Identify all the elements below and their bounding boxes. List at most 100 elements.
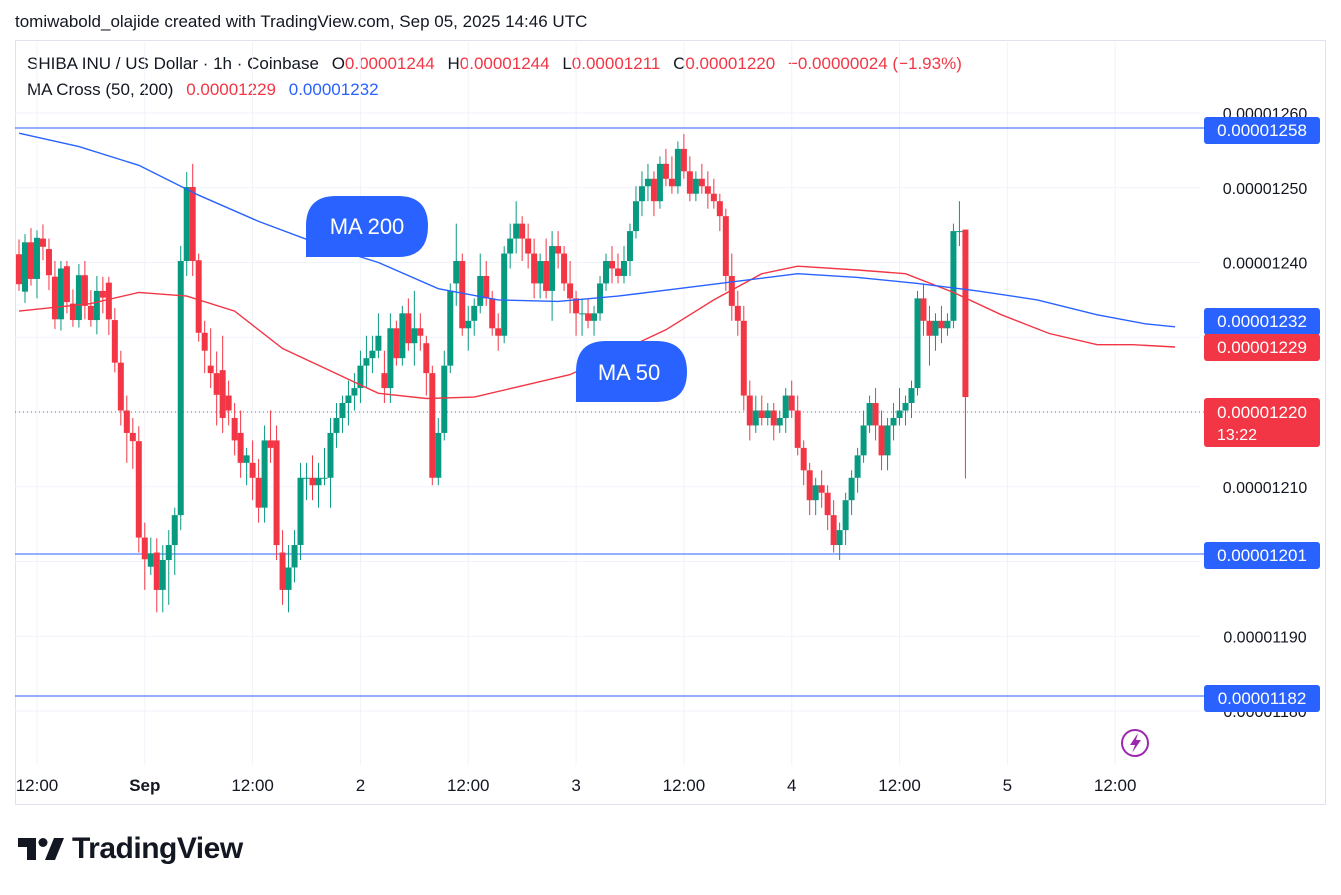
candle-body: [357, 365, 364, 389]
candle-body: [788, 395, 795, 411]
candle-body: [63, 266, 70, 303]
candle-body: [363, 358, 370, 366]
candle-body: [69, 303, 76, 321]
candle-body: [33, 237, 40, 279]
candle-body: [75, 275, 82, 321]
candle-body: [369, 350, 376, 359]
symbol-name[interactable]: SHIBA INU / US Dollar · 1h · Coinbase: [27, 54, 319, 73]
ma200-callout-bubble: [306, 196, 428, 257]
candle-body: [561, 253, 568, 284]
candle-body: [93, 290, 100, 321]
candle-body: [860, 425, 867, 456]
candle-body: [944, 320, 951, 329]
candle-body: [549, 246, 556, 291]
candle-body: [165, 545, 172, 561]
candle-body: [764, 410, 771, 418]
x-tick-label: Sep: [129, 776, 160, 795]
candle-body: [297, 477, 304, 546]
tag-ma50-bg: [1204, 334, 1320, 361]
price-tags: 0.00001258 0.00001232 0.00001229 0.00001…: [1204, 117, 1320, 712]
candle-body: [914, 298, 921, 389]
candle-body: [195, 260, 202, 333]
candle-body: [417, 328, 424, 336]
tag-ma50: 0.00001229: [1217, 338, 1307, 357]
tag-line-mid-bg: [1204, 542, 1320, 569]
candle-body: [411, 328, 418, 344]
candle-body: [573, 298, 580, 314]
candle-body: [525, 238, 532, 254]
candle-body: [45, 249, 52, 276]
candle-body: [698, 178, 705, 187]
candle-body: [225, 395, 232, 411]
x-tick-label: 12:00: [663, 776, 706, 795]
change-value: −0.00000024 (−1.93%): [787, 54, 962, 73]
flash-icon[interactable]: [1121, 729, 1149, 757]
candle-body: [603, 261, 610, 284]
candle-body: [381, 373, 388, 389]
indicator-legend: MA Cross (50, 200) 0.00001229 0.00001232: [27, 80, 379, 100]
candle-body: [519, 223, 526, 239]
candle-body: [201, 332, 208, 351]
candle-body: [39, 238, 46, 247]
candle-body: [680, 148, 687, 172]
candle-body: [261, 440, 268, 508]
candle-body: [387, 328, 394, 389]
candle-body: [171, 515, 178, 546]
candle-body: [920, 298, 927, 321]
candle-body: [537, 261, 544, 284]
candle-body: [393, 328, 400, 359]
tag-countdown: 13:22: [1217, 427, 1257, 444]
candle-body: [770, 410, 777, 426]
candle-body: [477, 275, 484, 306]
candle-body: [117, 362, 124, 411]
ma200-line: [18, 132, 1176, 328]
candle-body: [153, 552, 160, 590]
candle-body: [441, 365, 448, 433]
candle-body: [135, 441, 142, 538]
candle-body: [938, 320, 945, 329]
candle-body: [243, 455, 250, 463]
candle-body: [507, 238, 514, 254]
candle-body: [375, 335, 382, 351]
candle-body: [638, 186, 645, 202]
candle-body: [321, 477, 328, 479]
candle-body: [159, 560, 166, 590]
candle-body: [848, 477, 855, 501]
candle-body: [327, 432, 334, 478]
candle-body: [531, 253, 538, 284]
candle-body: [830, 515, 837, 546]
tradingview-logo-icon: [18, 838, 64, 860]
candle-body: [57, 268, 64, 320]
indicator-name[interactable]: MA Cross (50, 200): [27, 80, 174, 99]
candle-body: [447, 290, 454, 366]
candle-body: [758, 410, 765, 418]
candle-body: [650, 178, 657, 202]
candle-body: [626, 231, 633, 262]
tag-line-bottom-bg: [1204, 685, 1320, 712]
candle-body: [585, 313, 592, 321]
candle-body: [956, 231, 963, 233]
candle-body: [710, 193, 717, 202]
candle-body: [794, 410, 801, 448]
candle-body: [902, 403, 909, 411]
candle-body: [686, 171, 693, 194]
candle-body: [177, 261, 184, 516]
candle-body: [890, 417, 897, 426]
candle-body: [746, 395, 753, 426]
candle-body: [429, 373, 436, 478]
chart-frame: [15, 40, 1326, 805]
tradingview-logo[interactable]: TradingView: [18, 832, 243, 866]
candle-body: [459, 261, 466, 329]
candle-body: [656, 163, 663, 202]
tag-ma200-bg: [1204, 308, 1320, 335]
tag-line-mid: 0.00001201: [1217, 546, 1307, 565]
horizontal-lines: [15, 127, 1204, 697]
candle-body: [722, 216, 729, 276]
candle-body: [99, 290, 106, 298]
candle-body: [878, 425, 885, 456]
candle-body: [620, 261, 627, 276]
candle-body: [854, 455, 861, 478]
x-tick-label: 12:00: [447, 776, 490, 795]
candle-body: [513, 223, 520, 239]
